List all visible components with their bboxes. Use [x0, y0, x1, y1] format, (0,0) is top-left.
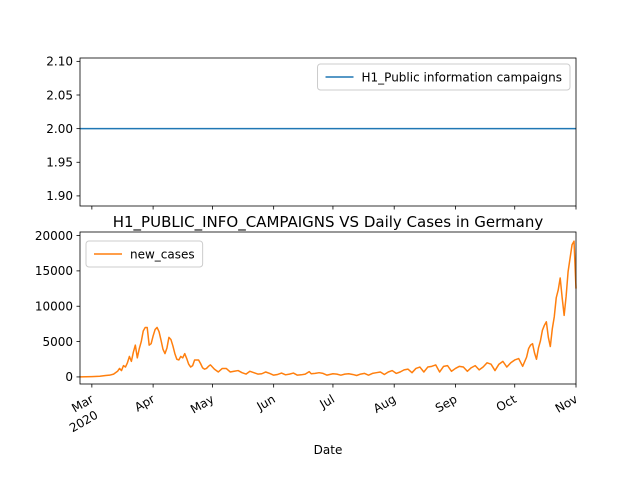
bottom-chart-x-tick-label: Apr: [132, 392, 157, 415]
bottom-chart-x-axis-label: Date: [314, 443, 343, 457]
bottom-chart-x-tick-label: Aug: [371, 392, 398, 416]
top-chart-y-tick-label: 2.05: [46, 88, 73, 102]
top-chart-y-axis: 1.90 1.95 2.00 2.05 2.10: [46, 55, 80, 203]
bottom-chart-x-tick-label: May: [188, 392, 216, 417]
bottom-chart-legend-label: new_cases: [130, 248, 195, 262]
bottom-chart-y-tick-label: 10000: [35, 300, 73, 314]
bottom-chart-legend-box: [85, 240, 204, 268]
bottom-chart-x-tick-label: Jul: [317, 392, 337, 412]
bottom-chart-y-tick-label: 0: [65, 370, 73, 384]
top-chart-y-tick-label: 2.10: [46, 55, 73, 69]
bottom-chart-x-tick-label: Sep: [433, 392, 460, 415]
top-chart-y-tick-label: 1.95: [46, 156, 73, 170]
bottom-chart-y-axis: 0 5000 10000 15000 20000: [35, 229, 80, 384]
bottom-chart: H1_PUBLIC_INFO_CAMPAIGNS VS Daily Cases …: [35, 213, 580, 457]
top-chart-legend-label: H1_Public information campaigns: [362, 71, 562, 85]
bottom-chart-x-tick-label: Jun: [254, 392, 278, 414]
bottom-chart-y-tick-label: 5000: [42, 335, 73, 349]
top-chart: 1.90 1.95 2.00 2.05 2.10 H1_Public informati…: [46, 55, 577, 210]
bottom-chart-x-tick-sublabel: 2020: [67, 408, 100, 435]
top-chart-x-axis: [91, 206, 577, 210]
bottom-chart-legend: new_cases: [85, 240, 204, 268]
bottom-chart-series-line: [79, 240, 577, 378]
top-chart-y-tick-label: 2.00: [46, 122, 73, 136]
top-chart-y-tick-label: 1.90: [46, 189, 73, 203]
bottom-chart-plot-area: [79, 240, 577, 378]
bottom-chart-title: H1_PUBLIC_INFO_CAMPAIGNS VS Daily Cases …: [113, 213, 544, 232]
bottom-chart-x-tick-label: Oct: [494, 392, 519, 415]
top-chart-frame: [79, 57, 577, 207]
bottom-chart-y-tick-label: 20000: [35, 229, 73, 243]
bottom-chart-frame: [79, 231, 577, 385]
bottom-chart-x-tick-label: Nov: [553, 392, 580, 416]
top-chart-legend: H1_Public information campaigns: [317, 63, 571, 91]
bottom-chart-y-tick-label: 15000: [35, 264, 73, 278]
top-chart-legend-box: [317, 63, 571, 91]
